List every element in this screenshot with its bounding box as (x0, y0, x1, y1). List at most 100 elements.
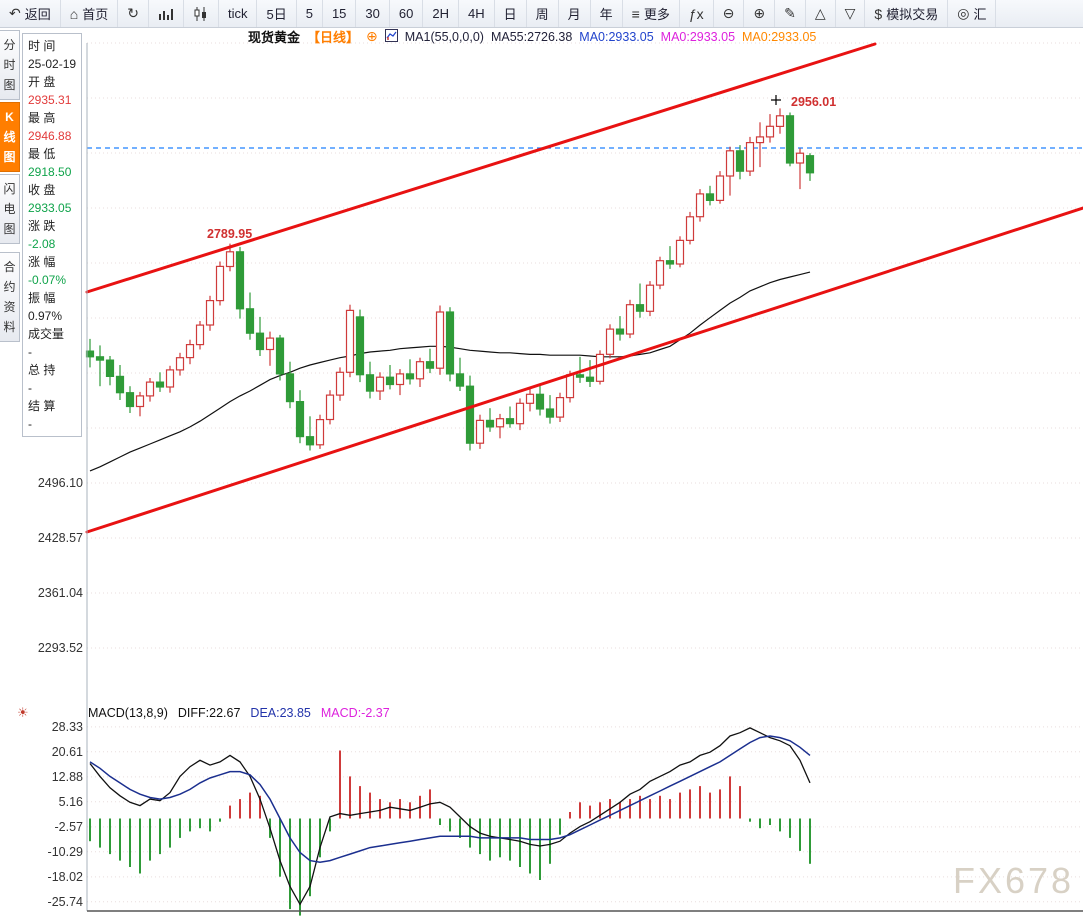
period-year[interactable]: 年 (591, 0, 623, 27)
period-5d[interactable]: 5日 (257, 0, 297, 27)
quote-label: 最 低 (28, 147, 56, 161)
quote-row: 总 持 - (28, 361, 81, 397)
candle-chart-button[interactable] (184, 0, 219, 27)
candle-body (425, 361, 435, 369)
quote-label: 涨 跌 (28, 219, 56, 233)
macd-header: MACD(13,8,9) DIFF:22.67 DEA:23.85 MACD:-… (88, 706, 390, 720)
quote-label: 时 间 (28, 39, 56, 53)
period-2h[interactable]: 2H (423, 0, 459, 27)
period-4h[interactable]: 4H (459, 0, 495, 27)
sim-trade-button-label: 模拟交易 (886, 7, 939, 22)
candle-body (585, 376, 595, 382)
more-menu-button[interactable]: ≡ 更多 (623, 0, 680, 27)
quote-value: 2918.50 (28, 165, 72, 179)
draw-pencil-button[interactable]: ✎ (775, 0, 806, 27)
macd-axis-label: 12.88 (52, 770, 83, 784)
zoom-in-button[interactable]: ⊕ (744, 0, 776, 27)
period-15-label: 15 (331, 6, 347, 21)
macd-axis-label: -18.02 (48, 870, 83, 884)
candle-body (405, 373, 415, 380)
period-tick[interactable]: tick (219, 0, 258, 27)
period-60[interactable]: 60 (390, 0, 424, 27)
candle-body (135, 395, 145, 408)
triangle-down-button[interactable]: ▽ (836, 0, 866, 27)
more-menu-button-label: 更多 (643, 7, 670, 22)
tab-contract-info[interactable]: 合约资料 (0, 252, 20, 342)
main-chart-header: 现货黄金 【日线】 ⊕ MA1(55,0,0,0) MA55:2726.38 M… (248, 27, 816, 46)
back-button[interactable]: ↶ 返回 (0, 0, 61, 27)
refresh-button-icon: ↻ (127, 5, 139, 21)
peak-price-annotation: 2789.95 (207, 227, 252, 241)
candle-body (475, 419, 485, 444)
sim-trade-button-icon: $ (874, 5, 883, 22)
indicator-settings-icon[interactable]: ☀ (17, 705, 29, 720)
quote-label: 收 盘 (28, 183, 56, 197)
candle-body (545, 408, 555, 418)
quote-info-panel: 时 间 25-02-19 开 盘 2935.31 最 高 2946.88 最 低 2918.5… (22, 33, 82, 437)
quote-row: 成交量 - (28, 325, 81, 361)
candle-body (535, 393, 545, 410)
period-week[interactable]: 周 (527, 0, 559, 27)
price-axis-label: 2361.04 (38, 586, 83, 600)
candle-body (675, 239, 685, 265)
home-button[interactable]: ⌂ 首页 (61, 0, 119, 27)
triangle-up-button[interactable]: △ (806, 0, 836, 27)
quote-row: 涨 跌 -2.08 (28, 217, 81, 253)
candle-body (85, 350, 95, 358)
candle-body (655, 260, 665, 286)
period-15[interactable]: 15 (323, 0, 357, 27)
period-5d-label: 5日 (266, 7, 287, 22)
macd-macd-value: MACD:-2.37 (320, 706, 390, 720)
period-tick-label: tick (227, 6, 248, 21)
sim-trade-button[interactable]: $ 模拟交易 (865, 0, 949, 27)
quote-row: 涨 幅 -0.07% (28, 253, 81, 289)
zoom-in-button-icon: ⊕ (753, 5, 766, 21)
macd-axis-label: 28.33 (52, 720, 83, 734)
candle-body (615, 328, 625, 335)
candle-body (795, 152, 805, 164)
candle-body (605, 328, 615, 355)
tab-time-share[interactable]: 分时图 (0, 30, 20, 100)
quote-row: 收 盘 2933.05 (28, 181, 81, 217)
candle-body (335, 371, 345, 396)
quote-label: 开 盘 (28, 75, 56, 89)
macd-axis-label: 5.16 (59, 795, 83, 809)
quote-label: 涨 幅 (28, 255, 56, 269)
indicator-icon[interactable] (384, 28, 398, 45)
ma0-value-blue: MA0:2933.05 (579, 29, 654, 44)
candlestick-icon (193, 6, 209, 21)
period-5[interactable]: 5 (297, 0, 323, 27)
candle-body (295, 401, 305, 438)
quote-value: 25-02-19 (28, 57, 77, 71)
period-30[interactable]: 30 (356, 0, 390, 27)
dea-line (89, 735, 811, 863)
tab-lightning[interactable]: 闪电图 (0, 174, 20, 244)
candle-body (695, 193, 705, 218)
zoom-out-button[interactable]: ⊖ (714, 0, 745, 27)
period-label: 【日线】 (307, 30, 360, 45)
candle-body (175, 357, 185, 371)
candle-body (625, 304, 635, 335)
candle-body (95, 356, 105, 361)
line-chart-button[interactable] (149, 0, 184, 27)
candle-body (145, 381, 155, 397)
quote-row: 结 算 - (28, 397, 81, 433)
fx-review-button[interactable]: ◎ 汇 (948, 0, 997, 27)
refresh-button[interactable]: ↻ (118, 0, 149, 27)
quote-value: -0.07% (28, 273, 67, 287)
zoom-out-button-icon: ⊖ (722, 5, 735, 21)
candle-body (725, 150, 735, 177)
period-5-label: 5 (305, 6, 313, 21)
macd-title: MACD(13,8,9) (88, 706, 168, 720)
quote-value: 0.97% (28, 309, 63, 323)
period-day[interactable]: 日 (495, 0, 527, 27)
candle-body (645, 284, 655, 312)
indicator-fx-button[interactable]: ƒx (680, 0, 714, 27)
period-month[interactable]: 月 (559, 0, 591, 27)
candle-body (465, 385, 475, 444)
add-indicator-icon[interactable]: ⊕ (366, 28, 378, 44)
quote-row: 振 幅 0.97% (28, 289, 81, 325)
